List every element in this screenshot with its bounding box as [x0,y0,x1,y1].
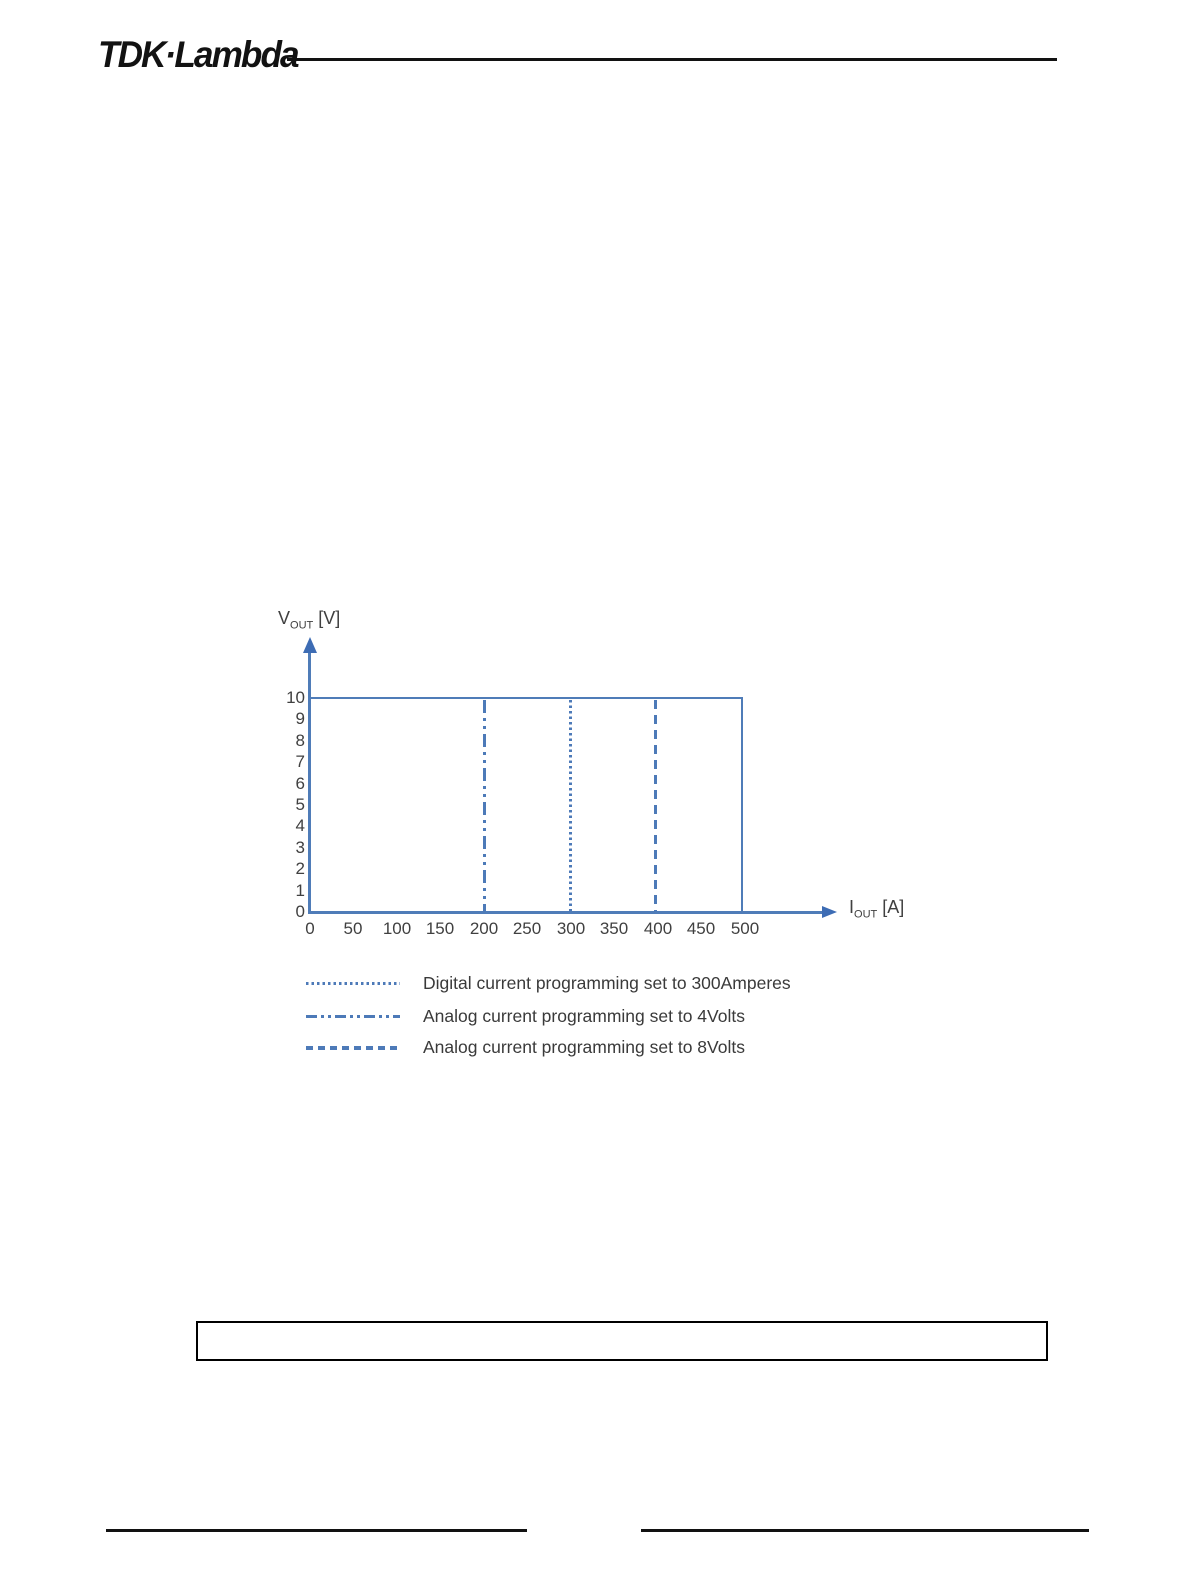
footer-rule-right [641,1529,1089,1532]
y-axis-arrow-icon [303,637,317,653]
y-tick-5: 5 [295,795,305,814]
y-tick-10: 10 [286,688,305,707]
dash-dot-line-swatch-icon [306,1015,400,1018]
y-tick-7: 7 [295,752,305,771]
x-tick-100: 100 [382,919,412,938]
analog-4v-limit-line [483,700,486,912]
y-tick-4: 4 [295,816,305,835]
x-axis-title: IOUT [A] [849,897,905,921]
digital-300a-limit-line [569,700,572,912]
tdk-lambda-logo: TDK·Lambda [98,34,300,75]
dotted-line-swatch-icon [306,982,400,985]
y-axis-title: VOUT [V] [278,608,341,632]
footer-rule-left [106,1529,527,1532]
y-tick-2: 2 [295,859,305,878]
legend-item-digital-300a: Digital current programming set to 300Am… [306,972,866,994]
x-tick-450: 450 [686,919,716,938]
x-tick-500: 500 [730,919,760,938]
empty-note-box [196,1321,1048,1361]
legend-label: Digital current programming set to 300Am… [423,973,791,993]
analog-8v-limit-line [654,700,657,912]
x-tick-250: 250 [512,919,542,938]
dashed-line-swatch-icon [306,1046,400,1050]
legend-label: Analog current programming set to 8Volts [423,1037,745,1057]
voltage-limit-line [310,697,743,699]
current-limit-drop-line [741,697,743,913]
x-tick-0: 0 [305,919,315,938]
x-tick-50: 50 [343,919,363,938]
y-tick-9: 9 [295,709,305,728]
legend-item-analog-8v: Analog current programming set to 8Volts [306,1036,866,1058]
x-axis-line [309,911,825,914]
y-tick-6: 6 [295,774,305,793]
y-tick-1: 1 [295,881,305,900]
legend-label: Analog current programming set to 4Volts [423,1006,745,1026]
x-tick-300: 300 [556,919,586,938]
x-tick-150: 150 [425,919,455,938]
y-tick-8: 8 [295,731,305,750]
y-axis-line [308,642,311,914]
x-tick-200: 200 [469,919,499,938]
x-tick-400: 400 [643,919,673,938]
x-axis-arrow-icon [822,906,837,918]
header-rule [287,58,1057,61]
y-tick-0: 0 [295,902,305,921]
x-tick-350: 350 [599,919,629,938]
y-tick-3: 3 [295,838,305,857]
legend-item-analog-4v: Analog current programming set to 4Volts [306,1005,866,1027]
